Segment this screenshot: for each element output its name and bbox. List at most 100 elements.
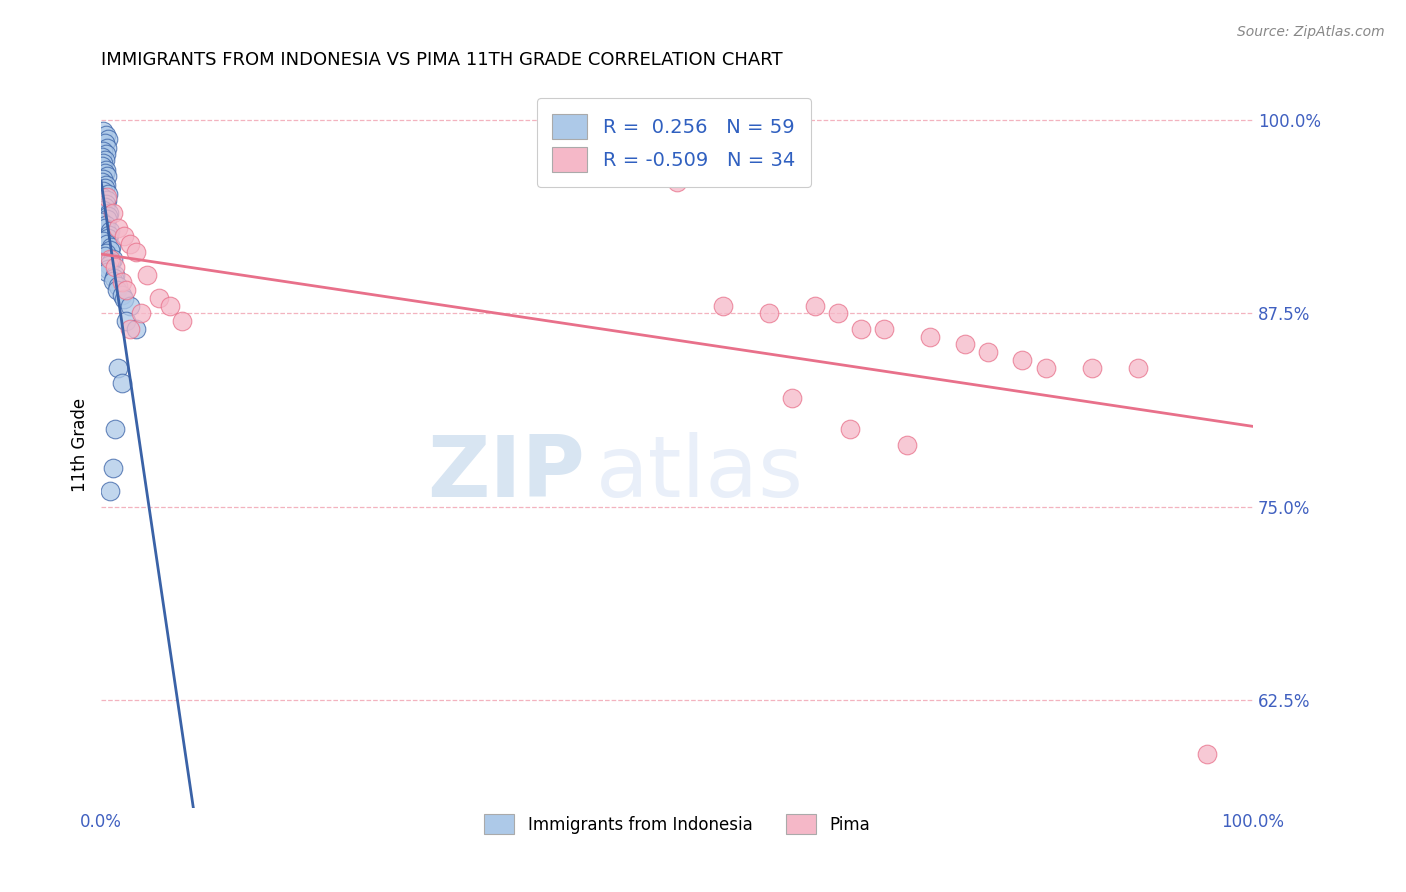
Point <box>780 392 803 406</box>
Point <box>94 178 117 192</box>
Point <box>100 240 122 254</box>
Point <box>97 209 120 223</box>
Point <box>104 268 127 282</box>
Point <box>96 169 118 183</box>
Point <box>115 314 138 328</box>
Point <box>93 200 115 214</box>
Point <box>96 236 118 251</box>
Point <box>96 194 118 208</box>
Point <box>98 243 121 257</box>
Point <box>93 153 115 168</box>
Point <box>91 175 114 189</box>
Text: IMMIGRANTS FROM INDONESIA VS PIMA 11TH GRADE CORRELATION CHART: IMMIGRANTS FROM INDONESIA VS PIMA 11TH G… <box>101 51 783 69</box>
Point <box>124 322 146 336</box>
Point <box>93 202 115 217</box>
Point <box>711 299 734 313</box>
Point <box>107 360 129 375</box>
Point <box>101 206 124 220</box>
Point <box>107 278 129 293</box>
Point <box>98 206 121 220</box>
Point <box>112 293 135 307</box>
Point <box>111 288 134 302</box>
Point <box>804 299 827 313</box>
Point <box>838 422 860 436</box>
Text: atlas: atlas <box>596 433 804 516</box>
Point <box>93 156 115 170</box>
Point <box>93 136 115 151</box>
Point <box>93 221 115 235</box>
Point <box>851 322 873 336</box>
Point <box>107 221 129 235</box>
Point <box>136 268 159 282</box>
Point <box>170 314 193 328</box>
Point <box>94 162 117 177</box>
Point <box>96 265 118 279</box>
Point <box>93 234 115 248</box>
Point <box>93 171 115 186</box>
Point <box>131 306 153 320</box>
Text: ZIP: ZIP <box>427 433 585 516</box>
Point <box>98 484 121 499</box>
Point <box>97 230 120 244</box>
Point <box>105 283 128 297</box>
Point <box>873 322 896 336</box>
Point <box>112 229 135 244</box>
Point <box>97 187 120 202</box>
Point <box>758 306 780 320</box>
Point <box>100 255 122 269</box>
Text: Source: ZipAtlas.com: Source: ZipAtlas.com <box>1237 25 1385 39</box>
Point <box>91 150 114 164</box>
Point <box>103 270 125 285</box>
Point <box>93 249 115 263</box>
Point <box>827 306 849 320</box>
Point <box>148 291 170 305</box>
Point <box>97 261 120 276</box>
Point <box>111 276 134 290</box>
Point <box>124 244 146 259</box>
Point <box>98 224 121 238</box>
Point <box>101 274 124 288</box>
Point <box>118 322 141 336</box>
Point <box>93 181 115 195</box>
Point <box>1126 360 1149 375</box>
Point <box>94 246 117 260</box>
Point <box>1011 352 1033 367</box>
Point <box>91 160 114 174</box>
Point <box>96 141 118 155</box>
Point <box>101 252 124 267</box>
Point <box>96 190 118 204</box>
Point <box>111 376 134 390</box>
Point <box>98 252 121 267</box>
Point <box>953 337 976 351</box>
Point <box>97 131 120 145</box>
Point <box>118 236 141 251</box>
Point <box>115 283 138 297</box>
Point <box>93 184 115 198</box>
Point <box>159 299 181 313</box>
Point <box>101 461 124 475</box>
Point <box>977 345 1000 359</box>
Point <box>1035 360 1057 375</box>
Point <box>104 422 127 436</box>
Point <box>118 299 141 313</box>
Point <box>94 218 117 232</box>
Point <box>1195 747 1218 762</box>
Point <box>93 144 115 158</box>
Point <box>94 128 117 143</box>
Point <box>93 166 115 180</box>
Point <box>91 215 114 229</box>
Point <box>94 196 117 211</box>
Point <box>98 227 121 242</box>
Legend: Immigrants from Indonesia, Pima: Immigrants from Indonesia, Pima <box>474 805 880 844</box>
Point <box>920 329 942 343</box>
Point <box>93 124 115 138</box>
Point <box>665 175 688 189</box>
Point <box>94 147 117 161</box>
Point <box>91 190 114 204</box>
Point <box>896 438 918 452</box>
Y-axis label: 11th Grade: 11th Grade <box>72 398 89 492</box>
Point <box>104 260 127 274</box>
Point <box>96 212 118 227</box>
Point <box>1080 360 1102 375</box>
Point <box>98 259 121 273</box>
